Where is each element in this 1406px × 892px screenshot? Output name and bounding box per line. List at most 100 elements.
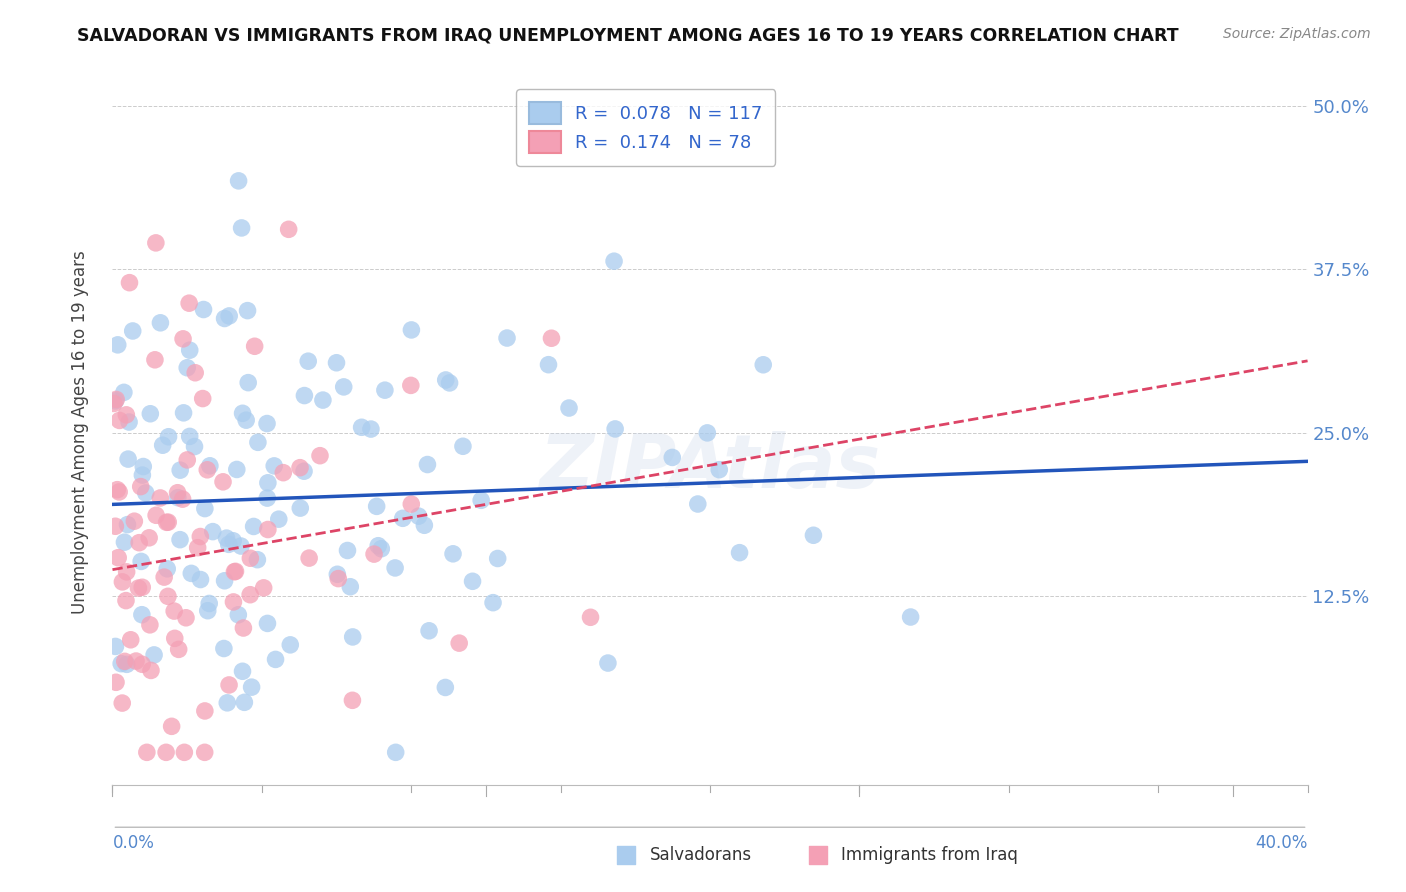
Point <box>118 276 141 290</box>
Point <box>139 617 162 632</box>
Point <box>342 630 364 644</box>
Point <box>384 745 406 759</box>
Point <box>105 392 128 407</box>
Point <box>326 567 349 582</box>
Point <box>125 654 148 668</box>
Point <box>328 572 350 586</box>
Point <box>596 656 619 670</box>
Point <box>537 358 560 372</box>
Point <box>111 574 134 589</box>
Point <box>163 604 186 618</box>
Point <box>235 413 257 427</box>
Point <box>193 302 215 317</box>
Point <box>105 483 128 497</box>
Point <box>143 648 166 662</box>
Point <box>115 657 138 672</box>
Point <box>374 383 396 397</box>
Point <box>128 535 150 549</box>
Point <box>187 541 209 555</box>
Point <box>115 565 138 579</box>
Point <box>367 539 389 553</box>
Point <box>709 463 731 477</box>
Point <box>179 296 201 310</box>
Point <box>246 435 269 450</box>
Point <box>271 466 294 480</box>
Point <box>312 393 335 408</box>
Point <box>336 543 359 558</box>
Point <box>117 452 139 467</box>
Point <box>217 696 239 710</box>
Point <box>104 393 127 408</box>
Point <box>246 552 269 566</box>
Point <box>120 632 142 647</box>
Point <box>194 745 217 759</box>
Point <box>179 343 201 358</box>
Point <box>155 745 177 759</box>
Point <box>166 491 188 505</box>
Point <box>257 475 280 490</box>
Point <box>360 422 382 436</box>
Point <box>214 311 236 326</box>
Point <box>413 518 436 533</box>
Point <box>172 492 194 507</box>
Text: Immigrants from Iraq: Immigrants from Iraq <box>842 847 1018 864</box>
Point <box>145 235 167 250</box>
Point <box>115 593 138 607</box>
Point <box>661 450 683 465</box>
Point <box>239 588 262 602</box>
Legend: R =  0.078   N = 117, R =  0.174   N = 78: R = 0.078 N = 117, R = 0.174 N = 78 <box>516 89 776 166</box>
Point <box>124 514 146 528</box>
Text: 0.0%: 0.0% <box>112 834 155 852</box>
Text: Source: ZipAtlas.com: Source: ZipAtlas.com <box>1223 27 1371 41</box>
Point <box>169 533 191 547</box>
Point <box>107 338 129 352</box>
Point <box>198 458 221 473</box>
Point <box>180 566 202 581</box>
Point <box>110 657 132 671</box>
Point <box>297 354 319 368</box>
Point <box>103 396 125 410</box>
Point <box>153 570 176 584</box>
Point <box>342 693 364 707</box>
Point <box>118 415 141 429</box>
Point <box>370 541 392 556</box>
Point <box>441 547 464 561</box>
Point <box>195 463 218 477</box>
Point <box>256 616 278 631</box>
Point <box>115 408 138 422</box>
Point <box>143 352 166 367</box>
Point <box>558 401 581 415</box>
Point <box>218 537 240 551</box>
Point <box>278 638 301 652</box>
Point <box>232 406 254 420</box>
Point <box>603 254 626 268</box>
Point <box>256 417 278 431</box>
Point <box>198 597 221 611</box>
Point <box>139 664 162 678</box>
Point <box>231 665 253 679</box>
Point <box>225 462 247 476</box>
Point <box>439 376 461 390</box>
Point <box>363 547 385 561</box>
Point <box>256 491 278 505</box>
Point <box>232 621 254 635</box>
Point <box>173 745 195 759</box>
Point <box>129 554 152 568</box>
Point <box>222 533 245 548</box>
Point <box>131 468 153 483</box>
Point <box>173 406 195 420</box>
Point <box>191 392 214 406</box>
Point <box>167 642 190 657</box>
Point <box>117 517 139 532</box>
Point <box>152 438 174 452</box>
Point <box>184 366 207 380</box>
Point <box>309 449 332 463</box>
Point <box>238 376 260 390</box>
Text: 40.0%: 40.0% <box>1256 834 1308 852</box>
Point <box>214 574 236 588</box>
Point <box>169 463 191 477</box>
Point <box>107 550 129 565</box>
Point <box>105 675 128 690</box>
Point <box>156 516 179 530</box>
Point <box>228 607 250 622</box>
